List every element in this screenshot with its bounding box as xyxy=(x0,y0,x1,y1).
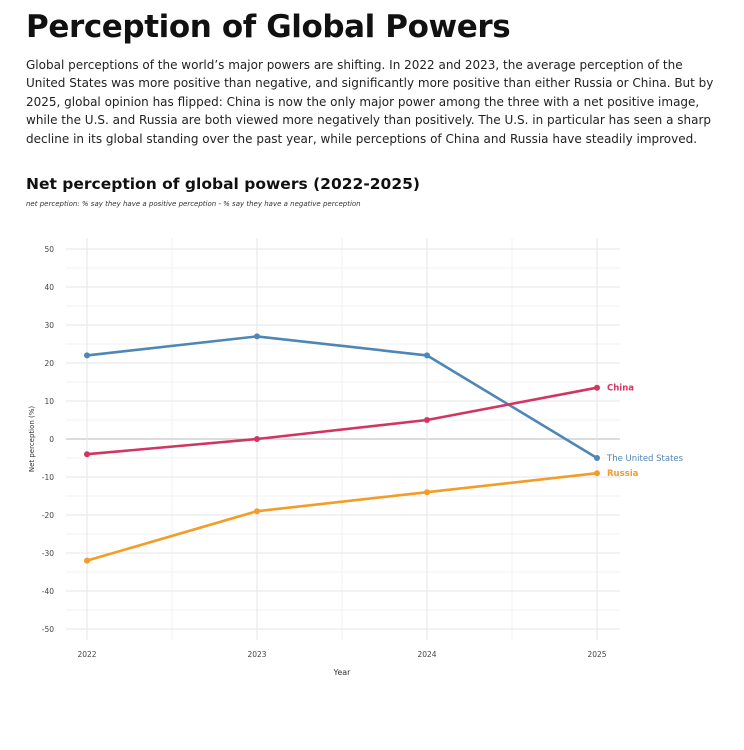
series-label-russia: Russia xyxy=(607,469,639,479)
y-tick-label: 0 xyxy=(49,435,54,444)
series-label-china: China xyxy=(607,384,634,394)
data-point-russia xyxy=(84,557,90,564)
y-tick-label: -50 xyxy=(42,625,54,634)
data-point-russia xyxy=(254,508,260,515)
y-axis-label: Net perception (%) xyxy=(28,406,36,473)
y-tick-label: 20 xyxy=(44,359,54,368)
series-line-russia xyxy=(85,471,599,562)
data-point-russia xyxy=(594,470,600,477)
data-point-the-united-states xyxy=(424,352,430,359)
article-body: Global perceptions of the world’s major … xyxy=(26,58,714,146)
data-point-china xyxy=(594,384,600,391)
y-tick-label: -40 xyxy=(42,587,54,596)
data-point-russia xyxy=(424,489,430,496)
y-tick-label: 50 xyxy=(44,245,54,254)
data-point-the-united-states xyxy=(594,455,600,461)
series-line-the-united-states xyxy=(85,335,599,460)
grid-major xyxy=(66,238,620,640)
x-tick-label: 2024 xyxy=(417,650,436,659)
chart-subtitle: net perception: % say they have a positi… xyxy=(26,200,361,208)
x-tick-label: 2022 xyxy=(77,650,96,659)
y-tick-label: 40 xyxy=(44,283,54,292)
y-tick-label: -30 xyxy=(42,549,54,558)
x-tick-label: 2023 xyxy=(247,650,266,659)
data-point-the-united-states xyxy=(84,352,90,359)
article-headline: Perception of Global Powers xyxy=(26,9,511,45)
data-point-china xyxy=(424,417,430,423)
data-point-the-united-states xyxy=(254,333,260,340)
series-layer: The United States China Russia xyxy=(84,333,684,564)
series-line-china xyxy=(85,386,599,456)
x-axis-label: Year xyxy=(333,668,352,677)
y-tick-label: -10 xyxy=(42,473,54,482)
series-label-the-united-states: The United States xyxy=(606,454,684,464)
data-point-china xyxy=(84,451,90,458)
y-tick-label: 10 xyxy=(44,397,54,406)
grid-minor xyxy=(66,238,620,640)
y-tick-label: 30 xyxy=(44,321,54,330)
chart-title: Net perception of global powers (2022-20… xyxy=(26,175,420,193)
x-tick-label: 2025 xyxy=(587,650,606,659)
y-tick-labels: 50 40 30 20 10 0 -10 -20 -30 -40 -50 xyxy=(42,245,54,634)
data-point-china xyxy=(254,436,260,442)
y-tick-label: -20 xyxy=(42,511,54,520)
x-tick-labels: 2022 2023 2024 2025 xyxy=(77,650,606,659)
